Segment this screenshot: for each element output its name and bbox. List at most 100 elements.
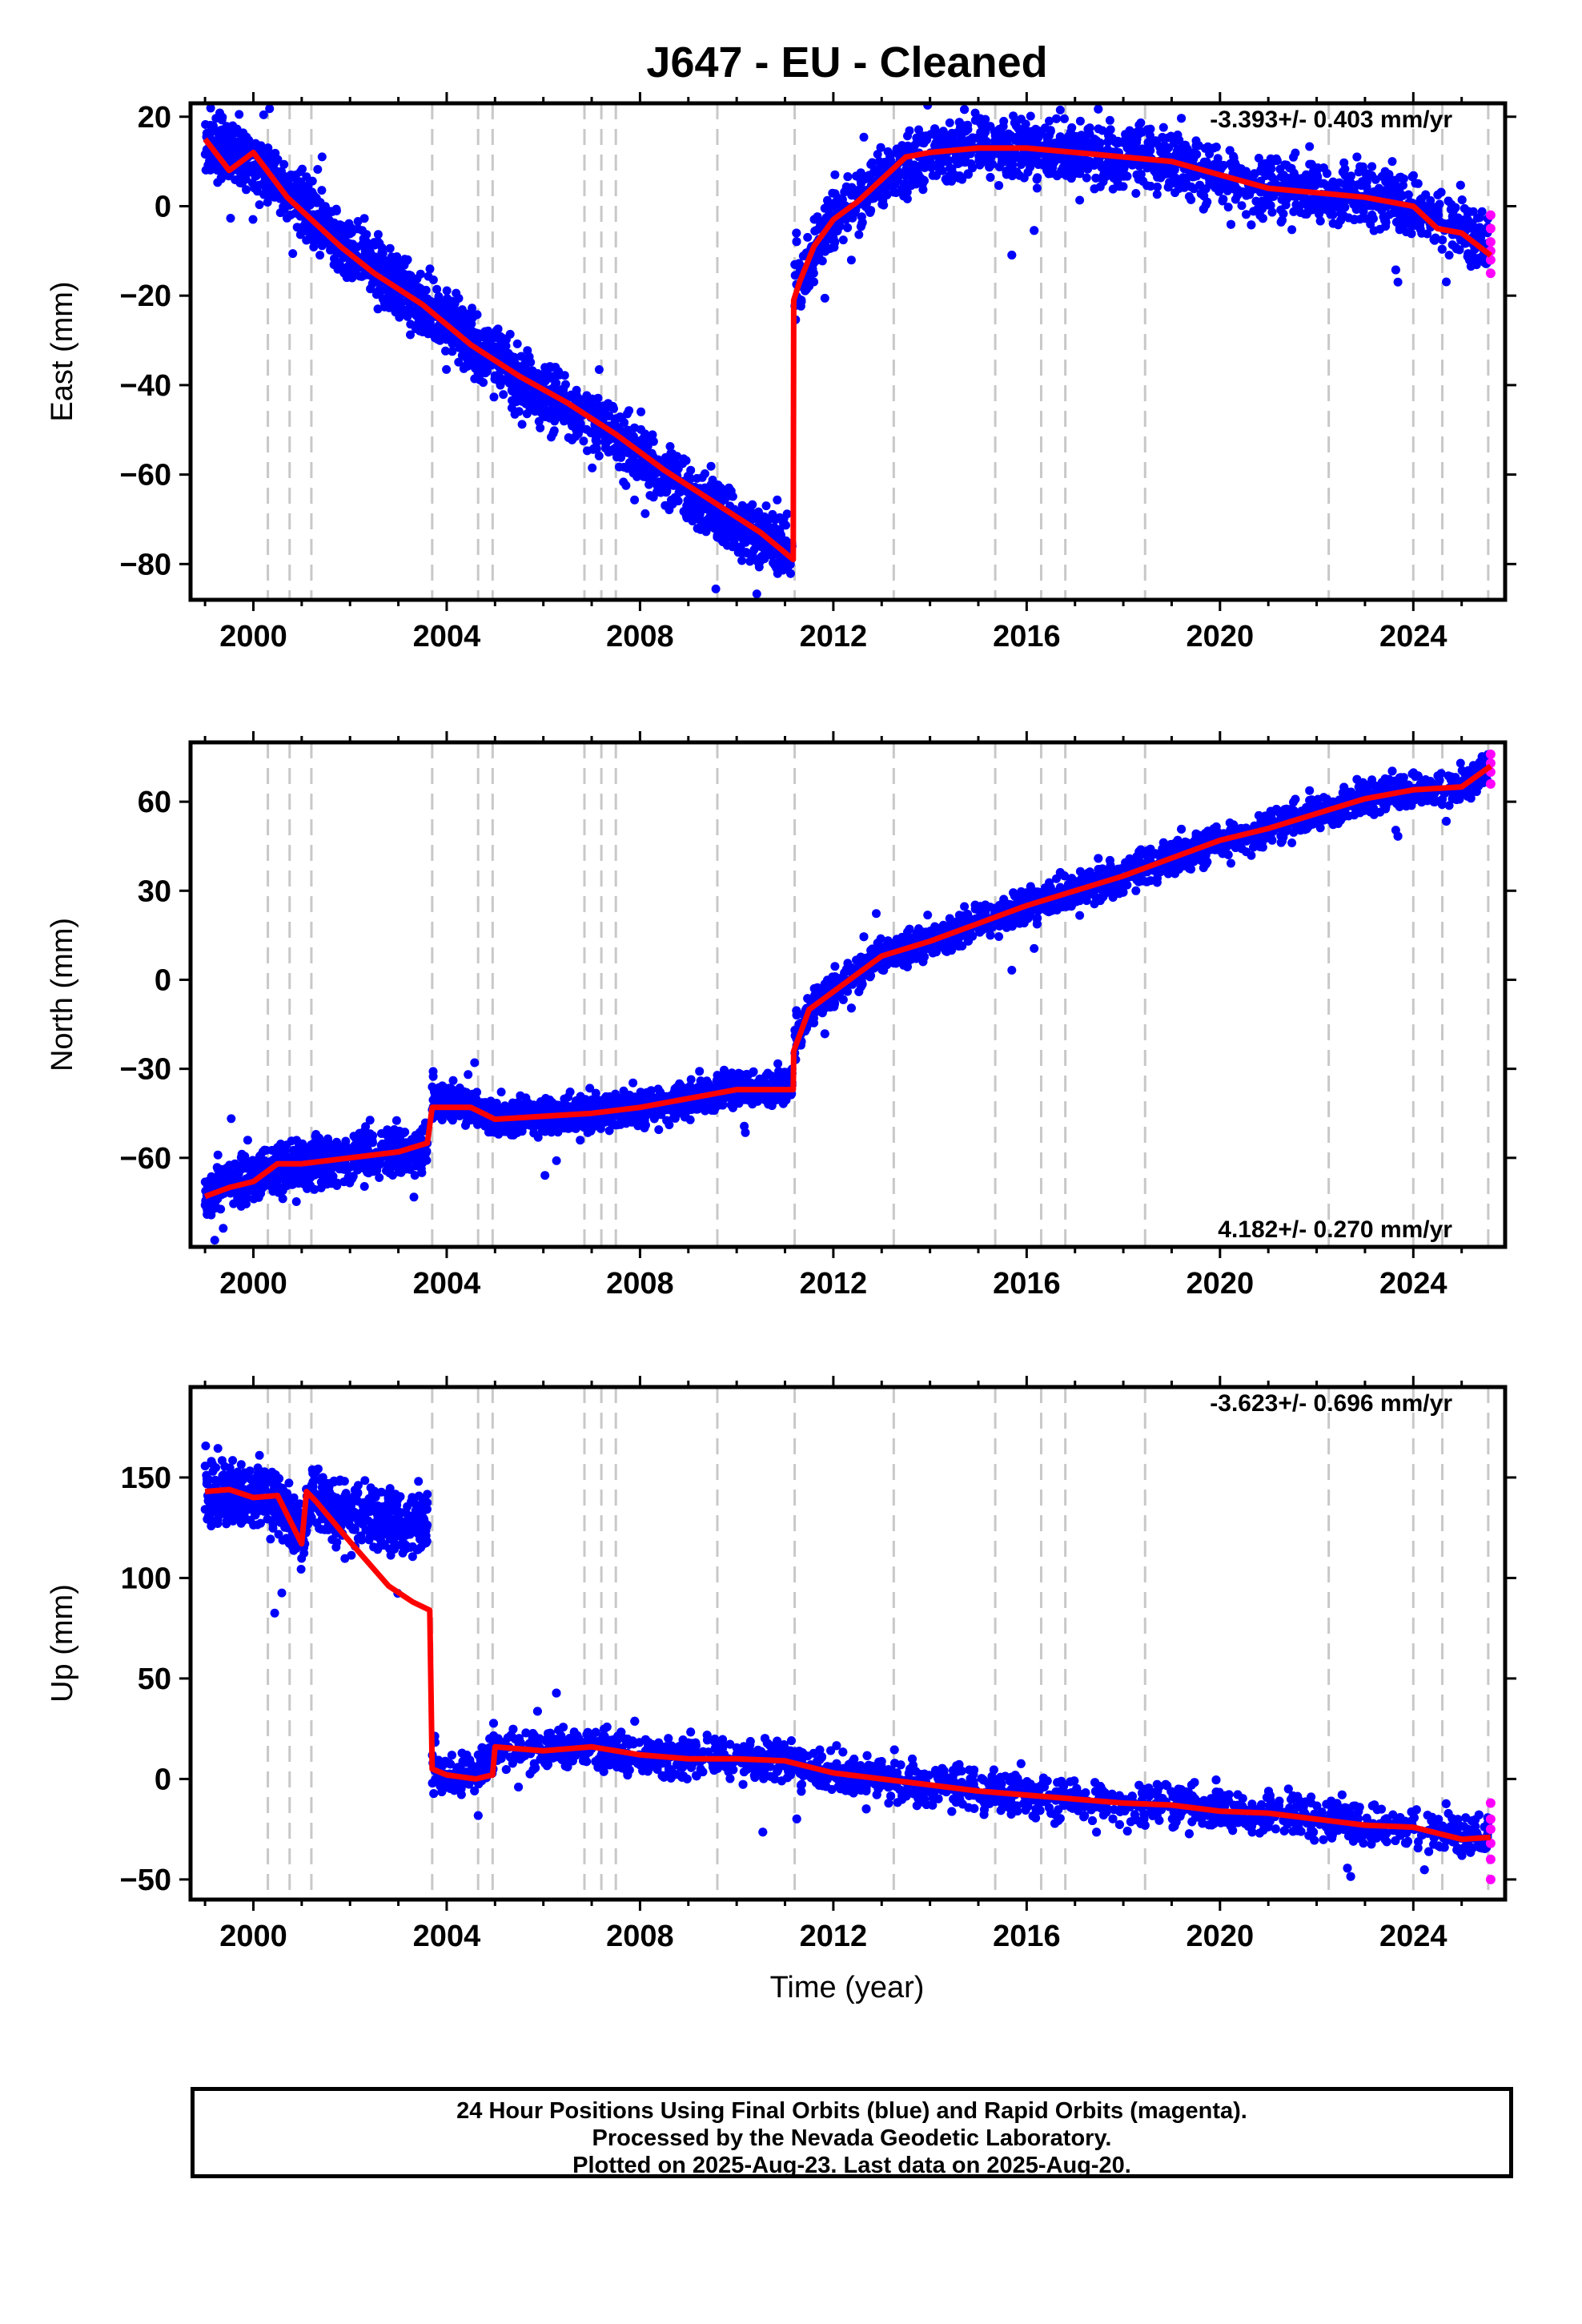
- final-point: [970, 108, 980, 118]
- final-point: [359, 271, 368, 280]
- final-point: [1006, 131, 1015, 140]
- final-point: [588, 463, 597, 472]
- final-point: [247, 179, 257, 187]
- final-point: [1037, 129, 1046, 139]
- final-point: [1307, 159, 1316, 169]
- final-point: [909, 142, 919, 151]
- final-point: [1170, 151, 1180, 161]
- final-point: [1457, 195, 1467, 205]
- final-point: [468, 304, 477, 313]
- final-point: [961, 127, 970, 136]
- final-point: [315, 251, 325, 260]
- final-point: [997, 136, 1006, 146]
- final-point: [514, 407, 524, 416]
- final-point: [256, 141, 266, 151]
- final-point: [1191, 141, 1201, 151]
- final-point: [377, 281, 387, 291]
- final-point: [1105, 115, 1114, 125]
- final-point: [757, 541, 767, 551]
- final-point: [604, 399, 613, 408]
- final-point: [1146, 182, 1155, 191]
- final-point: [778, 517, 788, 527]
- final-point: [1052, 114, 1061, 123]
- final-point: [854, 230, 864, 239]
- final-point: [1352, 152, 1362, 162]
- final-point: [589, 408, 599, 417]
- final-point: [1007, 251, 1017, 259]
- final-point: [843, 172, 853, 182]
- final-point: [852, 171, 861, 181]
- final-point: [760, 554, 769, 564]
- final-point: [295, 230, 305, 239]
- final-point: [1460, 239, 1470, 248]
- final-point: [291, 170, 301, 179]
- final-point: [292, 223, 302, 232]
- final-point: [636, 424, 646, 434]
- final-point: [242, 185, 251, 195]
- final-point: [846, 255, 856, 265]
- final-point: [1477, 254, 1487, 263]
- final-point: [1107, 134, 1117, 143]
- final-point: [1328, 219, 1338, 228]
- final-point: [512, 385, 522, 395]
- final-point: [432, 284, 442, 294]
- final-point: [661, 501, 670, 510]
- final-point: [1067, 123, 1077, 132]
- final-point: [1349, 199, 1359, 209]
- final-point: [484, 342, 493, 352]
- final-point: [803, 232, 813, 242]
- final-point: [534, 416, 544, 426]
- final-point: [228, 121, 238, 131]
- final-point: [914, 125, 923, 135]
- final-point: [802, 274, 812, 283]
- final-point: [1023, 127, 1033, 136]
- final-point: [1045, 116, 1054, 126]
- final-point: [431, 328, 440, 337]
- final-point: [1091, 173, 1101, 183]
- final-point: [360, 244, 370, 254]
- final-point: [383, 263, 393, 273]
- final-point: [1391, 265, 1400, 275]
- final-point: [1443, 196, 1453, 206]
- final-point: [579, 436, 588, 446]
- final-point: [1315, 216, 1325, 226]
- final-point: [934, 163, 943, 173]
- final-point: [468, 356, 478, 365]
- final-point: [1451, 203, 1460, 212]
- final-point: [1391, 217, 1401, 227]
- x-tick-label: 2020: [1186, 620, 1255, 653]
- final-point: [230, 152, 239, 161]
- final-point: [419, 317, 428, 327]
- final-point: [1282, 195, 1291, 203]
- final-point: [350, 245, 359, 255]
- final-point: [357, 226, 367, 235]
- final-point: [229, 129, 238, 139]
- x-tick-label: 2024: [1379, 620, 1447, 653]
- final-point: [1403, 190, 1413, 199]
- final-point: [897, 184, 907, 194]
- final-point: [501, 335, 511, 344]
- final-point: [1251, 196, 1261, 206]
- final-point: [773, 562, 782, 572]
- final-point: [249, 162, 258, 171]
- final-point: [1055, 105, 1065, 115]
- final-point: [1413, 179, 1423, 188]
- final-point: [1407, 229, 1416, 239]
- final-point: [1155, 143, 1165, 152]
- final-point: [1423, 229, 1432, 239]
- final-point: [834, 198, 844, 207]
- final-point: [1026, 111, 1035, 121]
- final-point: [1126, 138, 1136, 147]
- final-point: [1098, 171, 1108, 181]
- final-point: [1062, 156, 1071, 166]
- final-point: [1150, 136, 1160, 146]
- x-tick-label: 2008: [606, 620, 674, 653]
- final-point: [889, 187, 898, 197]
- final-point: [552, 400, 561, 410]
- final-point: [1017, 159, 1026, 169]
- final-point: [866, 206, 876, 215]
- final-point: [1463, 215, 1472, 224]
- final-point: [941, 175, 950, 184]
- final-point: [1081, 155, 1090, 164]
- final-point: [871, 191, 881, 200]
